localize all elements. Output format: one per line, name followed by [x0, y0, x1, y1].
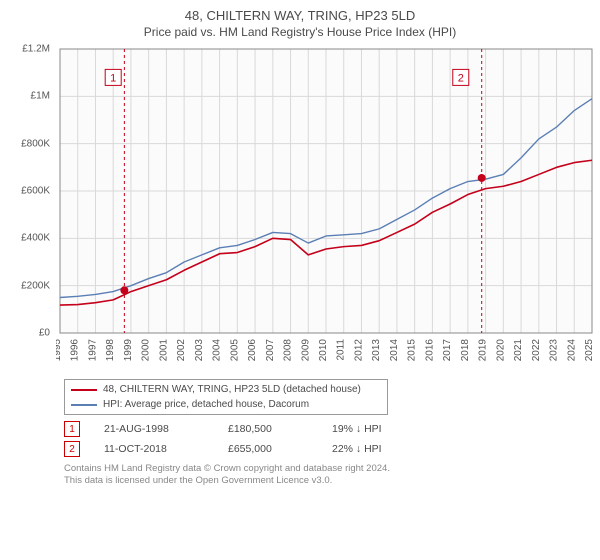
footer-attribution: Contains HM Land Registry data © Crown c…: [64, 463, 580, 487]
svg-text:2012: 2012: [353, 339, 364, 362]
transaction-delta: 22% ↓ HPI: [332, 443, 382, 455]
svg-text:2003: 2003: [194, 339, 205, 362]
svg-text:1999: 1999: [123, 339, 134, 362]
legend-swatch: [71, 404, 97, 406]
transaction-price: £655,000: [228, 443, 308, 455]
transaction-index-box: 2: [64, 441, 80, 457]
transaction-date: 11-OCT-2018: [104, 443, 204, 455]
svg-text:2011: 2011: [336, 339, 347, 361]
chart-subtitle: Price paid vs. HM Land Registry's House …: [12, 25, 588, 39]
legend: 48, CHILTERN WAY, TRING, HP23 5LD (detac…: [64, 379, 388, 415]
svg-text:2022: 2022: [531, 339, 542, 362]
svg-text:2005: 2005: [229, 339, 240, 362]
legend-swatch: [71, 389, 97, 391]
transaction-row: 2 11-OCT-2018 £655,000 22% ↓ HPI: [64, 439, 580, 459]
svg-text:1995: 1995: [56, 339, 63, 362]
svg-text:2013: 2013: [371, 339, 382, 362]
transaction-index-box: 1: [64, 421, 80, 437]
svg-text:2000: 2000: [141, 339, 152, 362]
chart-title: 48, CHILTERN WAY, TRING, HP23 5LD: [12, 8, 588, 23]
svg-text:2015: 2015: [407, 339, 418, 362]
svg-text:2009: 2009: [300, 339, 311, 362]
line-chart-svg: 1995 1996 1997 1998 1999 2000 2001 2002 2003 2004…: [56, 43, 596, 373]
transaction-date: 21-AUG-1998: [104, 423, 204, 435]
svg-text:2016: 2016: [424, 339, 435, 362]
chart-area: £0£200K£400K£600K£800K£1M£1.2M 199519961…: [56, 43, 582, 373]
transaction-delta: 19% ↓ HPI: [332, 423, 382, 435]
footer-line-1: Contains HM Land Registry data © Crown c…: [64, 463, 580, 475]
svg-text:2020: 2020: [495, 339, 506, 362]
svg-text:2019: 2019: [478, 339, 489, 362]
legend-row: 48, CHILTERN WAY, TRING, HP23 5LD (detac…: [71, 382, 381, 397]
svg-text:2018: 2018: [460, 339, 471, 362]
svg-text:1997: 1997: [87, 339, 98, 362]
svg-text:2023: 2023: [549, 339, 560, 362]
transaction-price: £180,500: [228, 423, 308, 435]
svg-text:1996: 1996: [70, 339, 81, 362]
svg-text:2010: 2010: [318, 339, 329, 362]
svg-text:2: 2: [458, 72, 464, 84]
svg-text:2004: 2004: [212, 339, 223, 362]
svg-text:2017: 2017: [442, 339, 453, 362]
transaction-row: 1 21-AUG-1998 £180,500 19% ↓ HPI: [64, 419, 580, 439]
svg-text:2006: 2006: [247, 339, 258, 362]
legend-label: HPI: Average price, detached house, Daco…: [103, 399, 309, 410]
transaction-table: 1 21-AUG-1998 £180,500 19% ↓ HPI 2 11-OCT-201…: [64, 419, 580, 459]
svg-text:2021: 2021: [513, 339, 524, 362]
svg-text:2025: 2025: [584, 339, 595, 362]
svg-text:2014: 2014: [389, 339, 400, 362]
svg-text:2008: 2008: [283, 339, 294, 362]
svg-text:2002: 2002: [176, 339, 187, 362]
svg-text:2001: 2001: [158, 339, 169, 362]
footer-line-2: This data is licensed under the Open Gov…: [64, 475, 580, 487]
legend-label: 48, CHILTERN WAY, TRING, HP23 5LD (detac…: [103, 384, 361, 395]
svg-text:1998: 1998: [105, 339, 116, 362]
svg-text:2007: 2007: [265, 339, 276, 362]
svg-text:1: 1: [110, 72, 116, 84]
legend-row: HPI: Average price, detached house, Daco…: [71, 397, 381, 412]
svg-text:2024: 2024: [566, 339, 577, 362]
